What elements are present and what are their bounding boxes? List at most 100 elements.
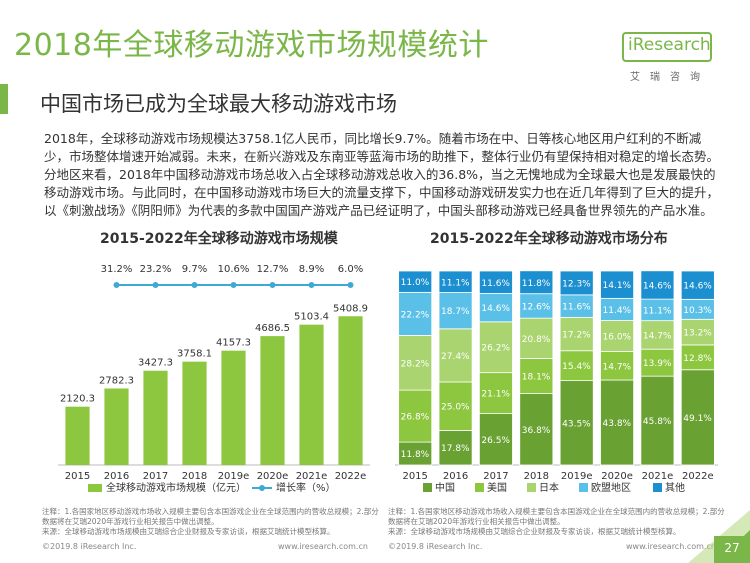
segment-value-label: 17.2% — [562, 331, 591, 341]
segment-其他-2015 — [398, 270, 433, 293]
legend-point-growth — [259, 485, 265, 491]
website-url-right[interactable]: www.iresearch.com.cn — [626, 542, 716, 551]
segment-美国-2016 — [438, 381, 473, 431]
legend-label-美国: 美国 — [487, 481, 507, 494]
growth-label: 8.9% — [299, 264, 324, 275]
segment-value-label: 14.7% — [643, 331, 672, 341]
segment-value-label: 10.3% — [683, 306, 712, 316]
bar-2020e — [260, 336, 285, 465]
left-chart-title: 2015-2022年全球移动游戏市场规模 — [100, 231, 338, 247]
right-chart-title: 2015-2022年全球移动游戏市场分布 — [430, 231, 668, 247]
segment-value-label: 12.3% — [562, 279, 591, 289]
segment-value-label: 17.8% — [441, 444, 470, 454]
segment-value-label: 43.8% — [603, 419, 632, 429]
segment-value-label: 13.2% — [683, 329, 712, 339]
market-size-chart: 2120.3 2015 2782.3 2016 3427.3 2017 3758.1 2018… — [58, 264, 370, 494]
growth-label: 10.6% — [218, 264, 250, 275]
segment-value-label: 22.2% — [401, 310, 430, 320]
segment-中国-2018 — [519, 393, 554, 466]
market-distribution-chart: 11.8% 26.8% 28.2% 22.2% 11.0% 2015 17.8% 25.0% 2… — [395, 270, 718, 494]
bar-value-label: 3758.1 — [177, 349, 212, 360]
segment-欧盟地区-2016 — [438, 292, 473, 330]
website-url-left[interactable]: www.iresearch.com.cn — [278, 542, 368, 551]
segment-value-label: 15.4% — [562, 362, 591, 372]
segment-其他-2017 — [478, 270, 513, 294]
segment-美国-2018 — [519, 358, 554, 395]
segment-value-label: 45.8% — [643, 417, 672, 427]
bar-value-label: 4686.5 — [255, 323, 290, 334]
growth-label: 23.2% — [140, 264, 172, 275]
legend-swatch-日本 — [527, 483, 536, 492]
legend-swatch-中国 — [423, 483, 432, 492]
segment-日本-2015 — [398, 335, 433, 391]
segment-日本-2021e — [640, 320, 675, 350]
page-subtitle: 中国市场已成为全球最大移动游戏市场 — [40, 92, 397, 116]
bar-2021e — [299, 324, 324, 465]
growth-point — [191, 282, 198, 288]
x-tick-label: 2019e — [561, 471, 593, 482]
x-tick-label: 2020e — [257, 471, 289, 482]
segment-value-label: 21.1% — [481, 390, 510, 400]
segment-value-label: 26.5% — [481, 436, 510, 446]
legend-swatch-其他 — [653, 483, 662, 492]
bar-value-label: 4157.3 — [216, 338, 251, 349]
segment-日本-2016 — [438, 328, 473, 383]
x-tick-label: 2022e — [682, 471, 714, 482]
x-tick-label: 2016 — [443, 471, 468, 482]
copyright-right: ©2019.8 iResearch Inc. — [388, 542, 483, 551]
x-tick-label: 2018 — [524, 471, 549, 482]
x-tick-label: 2017 — [143, 471, 168, 482]
bar-2016 — [104, 388, 129, 465]
left-chart-notes: 注释：1.各国家地区移动游戏市场收入规模主要包含本国游戏企业在全球范围内的营收总… — [42, 507, 382, 537]
growth-label: 31.2% — [101, 264, 133, 275]
x-tick-label: 2021e — [642, 471, 674, 482]
segment-value-label: 11.8% — [401, 450, 430, 460]
legend-label-bars: 全球移动游戏市场规模（亿元） — [106, 481, 246, 494]
segment-其他-2018 — [519, 270, 554, 295]
segment-value-label: 27.4% — [441, 352, 470, 362]
legend-label-中国: 中国 — [435, 481, 455, 494]
bar-2018 — [182, 361, 207, 465]
segment-日本-2022e — [680, 318, 715, 346]
page-number: 27 — [714, 536, 750, 563]
x-tick-label: 2022e — [335, 471, 367, 482]
x-tick-label: 2016 — [104, 471, 129, 482]
growth-label: 12.7% — [257, 264, 289, 275]
subtitle-accent-bar — [0, 84, 8, 114]
segment-日本-2020e — [600, 320, 635, 352]
growth-point — [113, 282, 120, 288]
right-chart-notes: 注释：1.各国家地区移动游戏市场收入规模主要包含本国游戏企业在全球范围内的营收总… — [388, 507, 728, 537]
segment-value-label: 49.1% — [683, 414, 712, 424]
legend-label-欧盟地区: 欧盟地区 — [591, 481, 631, 494]
right-note: 注释：1.各国家地区移动游戏市场收入规模主要包含本国游戏企业在全球范围内的营收总… — [388, 507, 725, 526]
segment-value-label: 14.1% — [603, 281, 632, 291]
segment-其他-2019e — [559, 270, 594, 296]
growth-label: 9.7% — [182, 264, 207, 275]
segment-欧盟地区-2018 — [519, 293, 554, 319]
growth-label: 6.0% — [338, 264, 363, 275]
segment-value-label: 14.6% — [683, 282, 712, 292]
segment-日本-2017 — [478, 321, 513, 374]
segment-其他-2022e — [680, 270, 715, 300]
segment-中国-2016 — [438, 430, 473, 466]
x-tick-label: 2021e — [296, 471, 328, 482]
logo-text: iResearch — [628, 35, 711, 55]
segment-value-label: 13.9% — [643, 359, 672, 369]
growth-point — [152, 282, 159, 288]
right-source: 来源：全球移动游戏市场规模由艾瑞综合企业财报及专家访谈，根据艾瑞统计模型核算。 — [388, 527, 681, 536]
segment-value-label: 14.6% — [643, 281, 672, 291]
segment-日本-2019e — [559, 316, 594, 352]
segment-其他-2020e — [600, 270, 635, 299]
x-tick-label: 2018 — [182, 471, 207, 482]
segment-value-label: 28.2% — [401, 359, 430, 369]
bar-2022e — [338, 316, 363, 465]
x-tick-label: 2017 — [483, 471, 508, 482]
legend-label-其他: 其他 — [665, 481, 685, 494]
segment-中国-2022e — [680, 369, 715, 466]
segment-日本-2018 — [519, 317, 554, 359]
segment-value-label: 18.7% — [441, 307, 470, 317]
segment-美国-2017 — [478, 372, 513, 414]
growth-point — [230, 282, 237, 288]
x-tick-label: 2015 — [65, 471, 90, 482]
segment-中国-2021e — [640, 375, 675, 466]
